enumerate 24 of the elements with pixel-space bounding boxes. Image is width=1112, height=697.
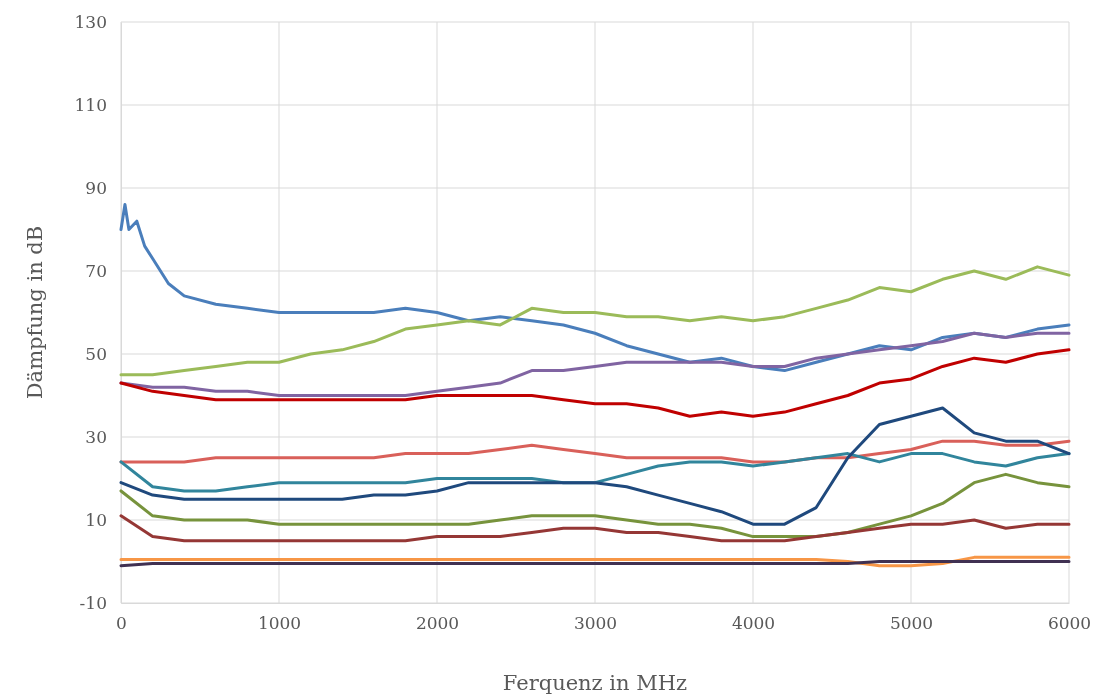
line-series (119, 348, 1071, 418)
x-tick-label: 4000 (731, 613, 776, 634)
x-tick-label: 2000 (415, 613, 460, 634)
line-series (119, 555, 1071, 568)
y-tick-label: 10 (85, 509, 107, 530)
y-tick-label: 50 (85, 343, 107, 364)
line-series (119, 406, 1071, 526)
line-series (119, 265, 1071, 377)
x-tick-label: 0 (116, 613, 127, 634)
y-tick-label: 90 (85, 177, 107, 198)
y-axis-title: Dämpfung in dB (23, 225, 47, 400)
y-tick-label: 130 (74, 11, 107, 32)
x-tick-label: 1000 (257, 613, 302, 634)
line-series (119, 439, 1071, 464)
x-axis-title: Ferquenz in MHz (502, 671, 688, 695)
y-tick-label: 70 (85, 260, 107, 281)
x-tick-label: 5000 (889, 613, 934, 634)
y-tick-label: 110 (74, 94, 107, 115)
y-tick-label: -10 (79, 592, 107, 613)
line-series (119, 514, 1071, 543)
line-series (119, 472, 1071, 539)
y-tick-label: 30 (85, 426, 107, 447)
x-tick-label: 3000 (573, 613, 618, 634)
x-tick-label: 6000 (1047, 613, 1092, 634)
